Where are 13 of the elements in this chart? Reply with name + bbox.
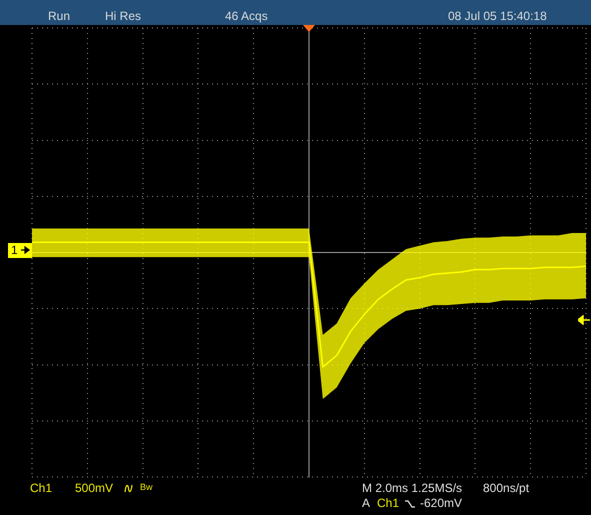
text: M 2.0ms 1.25MS/s [362, 481, 462, 495]
text: Bw [140, 481, 153, 494]
text: Hi Res [105, 9, 142, 23]
text: 800ns/pt [483, 481, 530, 495]
text: A [362, 496, 370, 510]
text: 46 Acqs [225, 9, 268, 23]
text: Ch1 [377, 496, 400, 510]
text: -620mV [420, 496, 462, 510]
text: Ch1 [30, 481, 52, 495]
text: 08 Jul 05 15:40:18 [448, 9, 547, 23]
text: Run [48, 9, 70, 23]
text: 500mV [75, 481, 114, 495]
text: 1 [11, 243, 18, 257]
